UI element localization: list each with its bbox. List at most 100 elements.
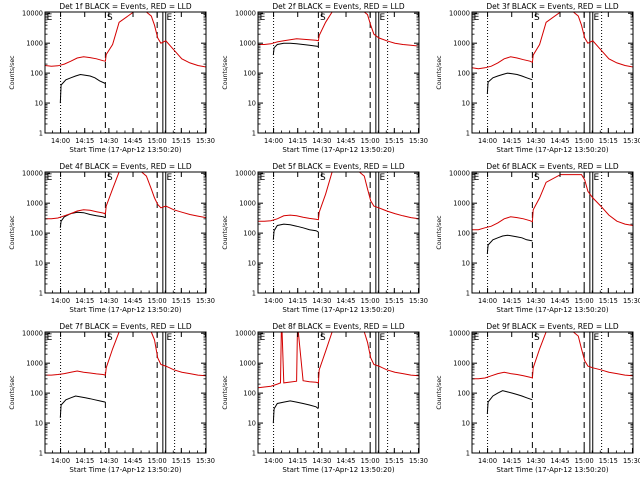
series-lld bbox=[258, 172, 419, 222]
y-tick-label: 10000 bbox=[235, 330, 256, 338]
series-events bbox=[59, 73, 106, 104]
x-axis-label: Start Time (17-Apr-12 13:50:20) bbox=[69, 146, 181, 154]
x-tick-label: 15:00 bbox=[575, 137, 594, 145]
y-tick-label: 100 bbox=[30, 229, 43, 237]
x-tick-label: 14:15 bbox=[75, 297, 94, 305]
plot-frame bbox=[44, 11, 207, 134]
x-tick-label: 14:30 bbox=[526, 457, 545, 465]
y-tick-label: 1000 bbox=[26, 359, 43, 367]
series-lld bbox=[45, 172, 206, 220]
y-axis-label: Counts/sec bbox=[436, 55, 443, 90]
event-marker-label: E bbox=[260, 173, 266, 183]
series-lld bbox=[258, 332, 419, 389]
y-tick-label: 1000 bbox=[239, 39, 256, 47]
panel-title: Det 3f BLACK = Events, RED = LLD bbox=[486, 2, 619, 11]
x-tick-label: 14:00 bbox=[478, 457, 497, 465]
event-marker-label: S bbox=[320, 173, 326, 183]
y-tick-label: 10 bbox=[248, 99, 256, 107]
event-marker-label: E bbox=[47, 173, 53, 183]
x-tick-label: 14:15 bbox=[502, 137, 521, 145]
x-axis-label: Start Time (17-Apr-12 13:50:20) bbox=[496, 306, 608, 314]
y-axis-label: Counts/sec bbox=[9, 55, 16, 90]
y-axis-label: Counts/sec bbox=[222, 215, 229, 250]
x-tick-label: 15:00 bbox=[148, 457, 167, 465]
x-tick-label: 15:15 bbox=[385, 457, 404, 465]
panel-det-2: Det 2f BLACK = Events, RED = LLD Counts/s… bbox=[222, 2, 428, 154]
x-tick-label: 15:00 bbox=[148, 137, 167, 145]
x-tick-label: 14:45 bbox=[551, 457, 570, 465]
y-tick-label: 1000 bbox=[239, 199, 256, 207]
event-marker-label: S bbox=[534, 173, 540, 183]
panel-title: Det 8f BLACK = Events, RED = LLD bbox=[272, 322, 405, 331]
x-axis-label: Start Time (17-Apr-12 13:50:20) bbox=[69, 306, 181, 314]
y-tick-label: 10 bbox=[248, 259, 256, 267]
y-tick-label: 100 bbox=[30, 69, 43, 77]
x-tick-label: 14:45 bbox=[124, 137, 143, 145]
y-tick-label: 100 bbox=[243, 69, 256, 77]
y-tick-label: 100 bbox=[243, 229, 256, 237]
y-tick-label: 100 bbox=[457, 229, 470, 237]
event-marker-label: S bbox=[320, 333, 326, 343]
event-marker-label: E bbox=[474, 173, 480, 183]
y-tick-label: 10 bbox=[462, 419, 470, 427]
event-marker-label: E bbox=[594, 333, 600, 343]
event-marker-label: E bbox=[594, 13, 600, 23]
panel-title: Det 4f BLACK = Events, RED = LLD bbox=[59, 162, 192, 171]
y-tick-label: 1000 bbox=[239, 359, 256, 367]
y-axis-label: Counts/sec bbox=[436, 215, 443, 250]
x-tick-label: 14:45 bbox=[124, 457, 143, 465]
x-tick-label: 15:00 bbox=[148, 297, 167, 305]
x-tick-label: 14:00 bbox=[264, 457, 283, 465]
event-marker-label: E bbox=[47, 333, 53, 343]
series-events bbox=[486, 72, 533, 95]
y-tick-label: 1 bbox=[466, 289, 470, 297]
event-marker-label: S bbox=[107, 13, 113, 23]
x-tick-label: 14:30 bbox=[312, 297, 331, 305]
y-tick-label: 10000 bbox=[449, 10, 470, 18]
x-tick-label: 14:45 bbox=[337, 137, 356, 145]
x-tick-label: 14:30 bbox=[526, 137, 545, 145]
x-tick-label: 14:45 bbox=[124, 297, 143, 305]
event-marker-label: E bbox=[47, 13, 53, 23]
x-tick-label: 15:15 bbox=[172, 457, 191, 465]
panel-det-1: Det 1f BLACK = Events, RED = LLD Counts/s… bbox=[9, 2, 215, 154]
x-tick-label: 14:30 bbox=[312, 137, 331, 145]
x-tick-label: 15:30 bbox=[623, 137, 640, 145]
panel-det-4: Det 4f BLACK = Events, RED = LLD Counts/s… bbox=[9, 162, 215, 314]
series-lld bbox=[45, 332, 206, 377]
x-tick-label: 15:15 bbox=[599, 137, 618, 145]
x-tick-label: 14:00 bbox=[51, 457, 70, 465]
x-tick-label: 15:00 bbox=[575, 457, 594, 465]
y-tick-label: 10000 bbox=[22, 170, 43, 178]
x-tick-label: 14:00 bbox=[51, 137, 70, 145]
x-axis-label: Start Time (17-Apr-12 13:50:20) bbox=[496, 466, 608, 474]
x-tick-label: 14:00 bbox=[51, 297, 70, 305]
y-tick-label: 1 bbox=[39, 449, 43, 457]
panel-title: Det 2f BLACK = Events, RED = LLD bbox=[272, 2, 405, 11]
plot-frame bbox=[44, 171, 207, 294]
x-tick-label: 15:30 bbox=[409, 297, 428, 305]
y-tick-label: 1 bbox=[39, 289, 43, 297]
x-tick-label: 15:00 bbox=[575, 297, 594, 305]
y-tick-label: 10000 bbox=[449, 170, 470, 178]
x-tick-label: 15:30 bbox=[623, 297, 640, 305]
plot-frame bbox=[471, 11, 634, 134]
y-tick-label: 10 bbox=[35, 419, 43, 427]
y-axis-label: Counts/sec bbox=[222, 375, 229, 410]
event-marker-label: E bbox=[260, 333, 266, 343]
x-tick-label: 14:30 bbox=[99, 457, 118, 465]
event-marker-label: E bbox=[260, 13, 266, 23]
x-tick-label: 15:15 bbox=[172, 297, 191, 305]
panel-det-5: Det 5f BLACK = Events, RED = LLD Counts/s… bbox=[222, 162, 428, 314]
x-axis-label: Start Time (17-Apr-12 13:50:20) bbox=[69, 466, 181, 474]
x-tick-label: 15:15 bbox=[599, 297, 618, 305]
y-axis-label: Counts/sec bbox=[222, 55, 229, 90]
event-marker-label: S bbox=[107, 333, 113, 343]
series-lld bbox=[45, 12, 206, 68]
event-marker-label: E bbox=[594, 173, 600, 183]
x-tick-label: 15:30 bbox=[409, 137, 428, 145]
x-tick-label: 14:45 bbox=[337, 457, 356, 465]
y-tick-label: 10000 bbox=[449, 330, 470, 338]
event-marker-label: E bbox=[380, 173, 386, 183]
y-tick-label: 1 bbox=[252, 449, 256, 457]
